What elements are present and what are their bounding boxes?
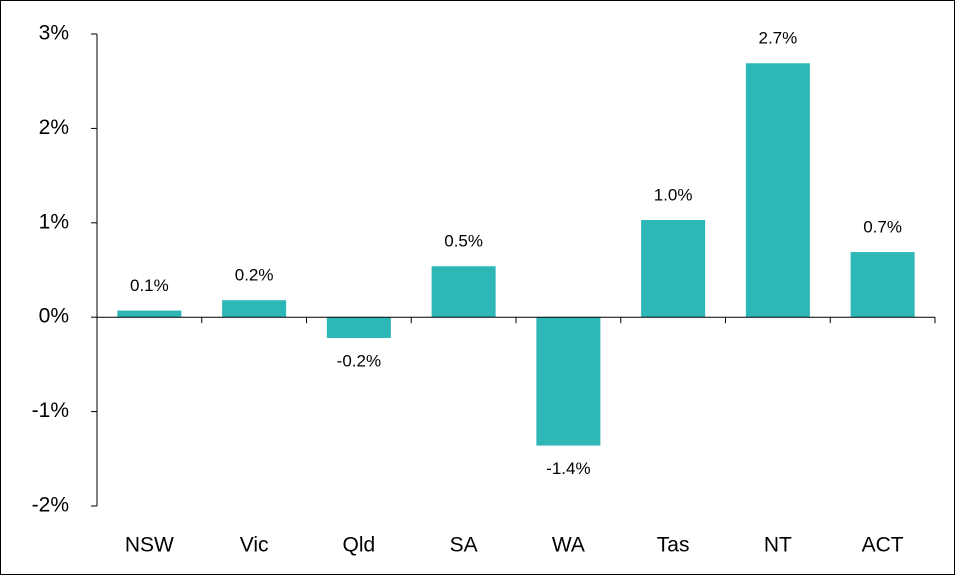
y-tick-label: -2% <box>32 494 69 517</box>
x-tick-label: SA <box>450 534 478 557</box>
y-tick-label: 0% <box>39 305 69 328</box>
bar <box>536 317 601 446</box>
x-tick-label: ACT <box>862 534 904 557</box>
data-label: 0.1% <box>130 276 169 295</box>
bar <box>745 63 810 318</box>
y-tick-label: -1% <box>32 399 69 422</box>
bar <box>850 252 915 318</box>
data-label: 1.0% <box>654 185 693 204</box>
y-tick-label: 2% <box>39 116 69 139</box>
x-tick-label: Vic <box>240 534 269 557</box>
y-tick-label: 1% <box>39 210 69 233</box>
x-tick-label: Tas <box>657 534 690 557</box>
data-label: -1.4% <box>546 459 590 478</box>
x-tick-label: NSW <box>125 534 174 557</box>
y-tick-label: 3% <box>39 22 69 45</box>
bar <box>326 317 391 338</box>
data-label: -0.2% <box>337 351 381 370</box>
bar <box>641 219 706 318</box>
data-label: 0.7% <box>863 218 902 237</box>
data-label: 0.2% <box>235 266 274 285</box>
x-tick-label: Qld <box>343 534 376 557</box>
x-tick-label: WA <box>552 534 585 557</box>
bar <box>117 310 182 318</box>
data-label: 0.5% <box>444 232 483 251</box>
bar <box>431 266 496 318</box>
x-tick-label: NT <box>764 534 792 557</box>
data-label: 2.7% <box>759 29 798 48</box>
bar <box>222 300 287 318</box>
